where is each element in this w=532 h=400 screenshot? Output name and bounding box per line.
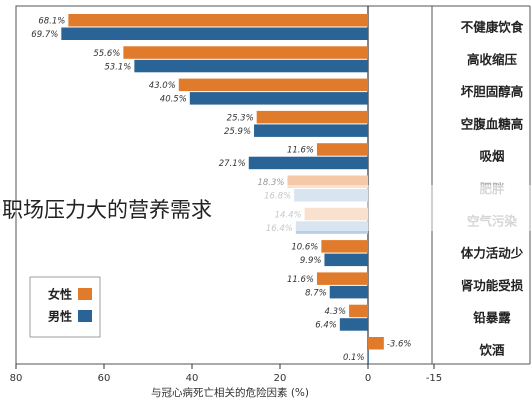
x-tick-label: 40 xyxy=(186,373,199,384)
bar-male xyxy=(295,221,368,234)
category-label: 铅暴露 xyxy=(472,310,511,325)
legend-label-female: 女性 xyxy=(48,287,72,302)
overlay-title: 职场压力大的营养需求 xyxy=(2,198,212,222)
x-tick-label: 20 xyxy=(274,373,287,384)
x-axis-label: 与冠心病死亡相关的危险因素 (%) xyxy=(151,386,309,399)
bar-value-label: 14.4% xyxy=(275,210,302,220)
category-label: 肥胖 xyxy=(479,181,505,196)
bar-female xyxy=(178,78,368,92)
bar-female xyxy=(316,143,368,156)
bar-value-label: 8.7% xyxy=(305,288,327,298)
category-label: 吸烟 xyxy=(479,149,504,164)
bar-male xyxy=(248,156,368,170)
x-tick-label: 80 xyxy=(10,373,23,384)
bar-male xyxy=(324,253,368,267)
bar-value-label: 68.1% xyxy=(38,17,65,27)
category-label: 坏胆固醇高 xyxy=(461,84,524,99)
bar-value-label: 43.0% xyxy=(149,81,176,91)
bar-value-label: 9.9% xyxy=(300,256,322,266)
bar-value-label: 0.1% xyxy=(343,353,365,363)
category-label: 空腹血糖高 xyxy=(461,116,524,131)
bar-female xyxy=(316,272,368,285)
bar-value-label: 55.6% xyxy=(93,49,120,59)
bar-female xyxy=(304,207,368,221)
bar-male xyxy=(254,124,368,137)
category-label: 空气污染 xyxy=(467,213,518,228)
plot-frame xyxy=(15,5,433,365)
overlay-band xyxy=(262,185,532,231)
bar-female xyxy=(349,304,368,318)
category-label: 饮酒 xyxy=(478,343,505,358)
bar-male xyxy=(367,350,369,363)
bar-male xyxy=(189,92,368,105)
category-label: 体力活动少 xyxy=(461,246,524,261)
x-tick-label: 60 xyxy=(98,373,111,384)
legend-swatch-female xyxy=(78,288,92,300)
bar-value-label: 69.7% xyxy=(31,30,58,40)
bar-value-label: 25.9% xyxy=(224,127,251,137)
bar-value-label: 10.6% xyxy=(291,243,318,253)
bar-value-label: 25.3% xyxy=(227,113,254,123)
bar-value-label: 4.3% xyxy=(324,307,346,317)
bar-female xyxy=(321,240,368,253)
category-label: 不健康饮食 xyxy=(461,20,524,35)
bar-female xyxy=(68,14,369,27)
bar-value-label: 11.6% xyxy=(287,146,314,156)
bar-value-label: 11.6% xyxy=(287,275,314,285)
bar-value-label: 18.3% xyxy=(257,178,284,188)
category-label: 高收缩压 xyxy=(467,52,518,67)
bar-value-label: 53.1% xyxy=(104,62,131,72)
category-label: 肾功能受损 xyxy=(461,278,524,293)
bar-value-label: 6.4% xyxy=(315,321,337,331)
bar-female xyxy=(287,175,368,188)
bar-male xyxy=(61,27,368,40)
x-tick-label: -15 xyxy=(426,373,442,384)
bar-male xyxy=(339,318,368,331)
bar-value-label: -3.6% xyxy=(387,340,412,350)
bar-male xyxy=(294,189,368,202)
bar-value-label: 27.1% xyxy=(219,159,246,169)
legend-box xyxy=(29,276,101,338)
bar-value-label: 16.8% xyxy=(264,192,291,202)
bar-male xyxy=(329,285,368,299)
bar-value-label: 16.4% xyxy=(266,224,293,234)
bar-female xyxy=(123,46,368,59)
legend-label-male: 男性 xyxy=(48,309,72,324)
bar-female xyxy=(368,337,384,350)
bar-female xyxy=(256,110,368,124)
bar-male xyxy=(134,59,368,73)
x-tick-label: 0 xyxy=(365,373,371,384)
bar-value-label: 40.5% xyxy=(160,95,187,105)
legend-swatch-male xyxy=(78,310,92,322)
